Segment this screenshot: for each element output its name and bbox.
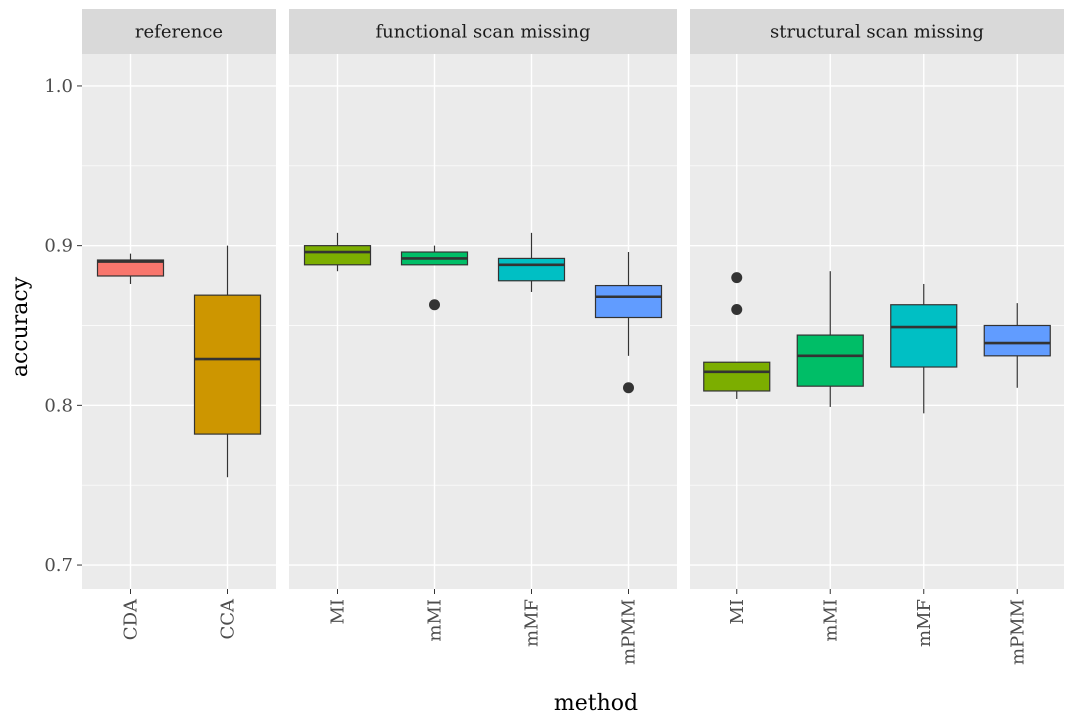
facet-strip (82, 9, 276, 54)
box-CDA (96, 253, 165, 284)
box-body (703, 361, 771, 392)
box-body (96, 259, 165, 277)
box-MI (703, 272, 771, 399)
box-body (796, 334, 864, 387)
box-body (594, 284, 663, 319)
box-body (193, 294, 262, 435)
outlier-point (731, 304, 743, 316)
box-mMI (796, 271, 864, 407)
x-tick-label: mPMM (619, 599, 640, 665)
facet-strip-label: reference (135, 22, 223, 43)
box-CCA (193, 245, 262, 478)
y-tick-label: 0.7 (44, 555, 73, 576)
facet-strip (289, 9, 677, 54)
outlier-point (429, 299, 440, 311)
facet-panel: structural scan missing MI mMI mMF mPMM (690, 9, 1064, 665)
facet-strip (690, 9, 1064, 54)
box-body (497, 257, 566, 282)
panel-background (690, 54, 1064, 589)
box-body (983, 324, 1051, 357)
x-tick-label: mMI (820, 599, 841, 642)
panel-background (289, 54, 677, 589)
box-mPMM (594, 252, 663, 394)
box-mMI (400, 245, 469, 311)
facet-strip-label: functional scan missing (375, 22, 590, 43)
y-axis: 0.7 0.8 0.9 1.0 (44, 76, 82, 576)
outlier-point (623, 382, 634, 394)
y-tick-label: 1.0 (44, 76, 73, 97)
box-mPMM (983, 303, 1051, 388)
box-mMF (890, 283, 958, 414)
y-tick-label: 0.9 (44, 236, 73, 257)
x-tick-label: CCA (218, 598, 239, 640)
box-MI (303, 232, 372, 272)
x-tick-label: MI (727, 599, 748, 625)
facet-strip-label: structural scan missing (770, 22, 984, 43)
box-body (890, 304, 958, 368)
y-axis-title: accuracy (8, 276, 33, 377)
x-tick-label: mMF (522, 599, 543, 647)
y-tick-label: 0.8 (44, 395, 73, 416)
box-body (303, 245, 372, 266)
outlier-point (731, 272, 743, 284)
x-axis-title: method (554, 691, 638, 716)
x-tick-label: mMF (914, 599, 935, 647)
facet-panel: reference CDA CCA (82, 9, 276, 640)
facet-panel: functional scan missing MI mMI mMF mPMM (289, 9, 677, 665)
box-mMF (497, 232, 566, 292)
facet-panels: reference CDA CCA functional scan missing MI… (82, 9, 1064, 665)
x-tick-label: mPMM (1007, 599, 1028, 665)
x-tick-label: CDA (121, 598, 142, 640)
x-tick-label: MI (328, 599, 349, 625)
x-tick-label: mMI (425, 599, 446, 642)
